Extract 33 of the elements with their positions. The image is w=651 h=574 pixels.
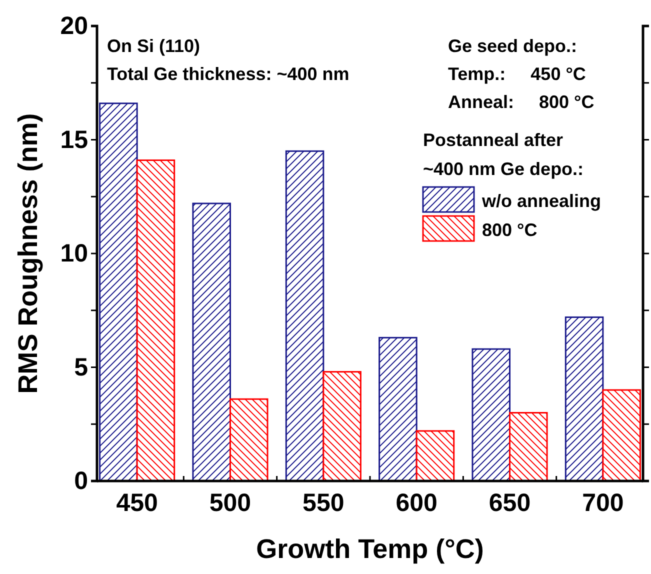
- y-tick-label: 10: [60, 240, 88, 268]
- bar: [602, 389, 641, 482]
- annotation: On Si (110): [107, 36, 200, 56]
- bar: [192, 202, 231, 482]
- bar: [416, 430, 455, 482]
- legend-title: Postanneal after ~400 nm Ge depo.:: [423, 130, 584, 179]
- x-tick-label: 550: [302, 488, 344, 517]
- annotation: Anneal: 800 °C: [448, 92, 594, 112]
- y-tick-label: 0: [74, 467, 88, 495]
- bar: [322, 371, 362, 482]
- y-tick-label: 20: [60, 12, 88, 40]
- annotation: Ge seed depo.:: [448, 36, 578, 56]
- y-tick-label: 5: [74, 353, 88, 382]
- x-tick-label: 450: [116, 488, 158, 517]
- bar: [285, 150, 324, 482]
- bar: [229, 398, 268, 482]
- annotation: Temp.: 450 °C: [448, 64, 586, 84]
- annotation: Total Ge thickness: ~400 nm: [107, 64, 350, 84]
- bar: [509, 412, 548, 482]
- y-tick-label: 15: [60, 126, 88, 154]
- legend-label: 800 °C: [482, 220, 538, 240]
- legend-label: w/o annealing: [481, 191, 602, 211]
- y-axis-title: RMS Roughness (nm): [13, 113, 43, 394]
- x-tick-label: 600: [396, 488, 438, 517]
- x-tick-label: 500: [209, 488, 252, 517]
- bar: [136, 159, 176, 482]
- bar: [99, 102, 138, 482]
- bar: [378, 336, 418, 482]
- bar: [472, 348, 511, 482]
- x-tick-label: 650: [488, 488, 531, 517]
- x-axis-title: Growth Temp (°C): [256, 534, 484, 564]
- x-tick-label: 700: [582, 488, 624, 517]
- bar: [564, 316, 604, 482]
